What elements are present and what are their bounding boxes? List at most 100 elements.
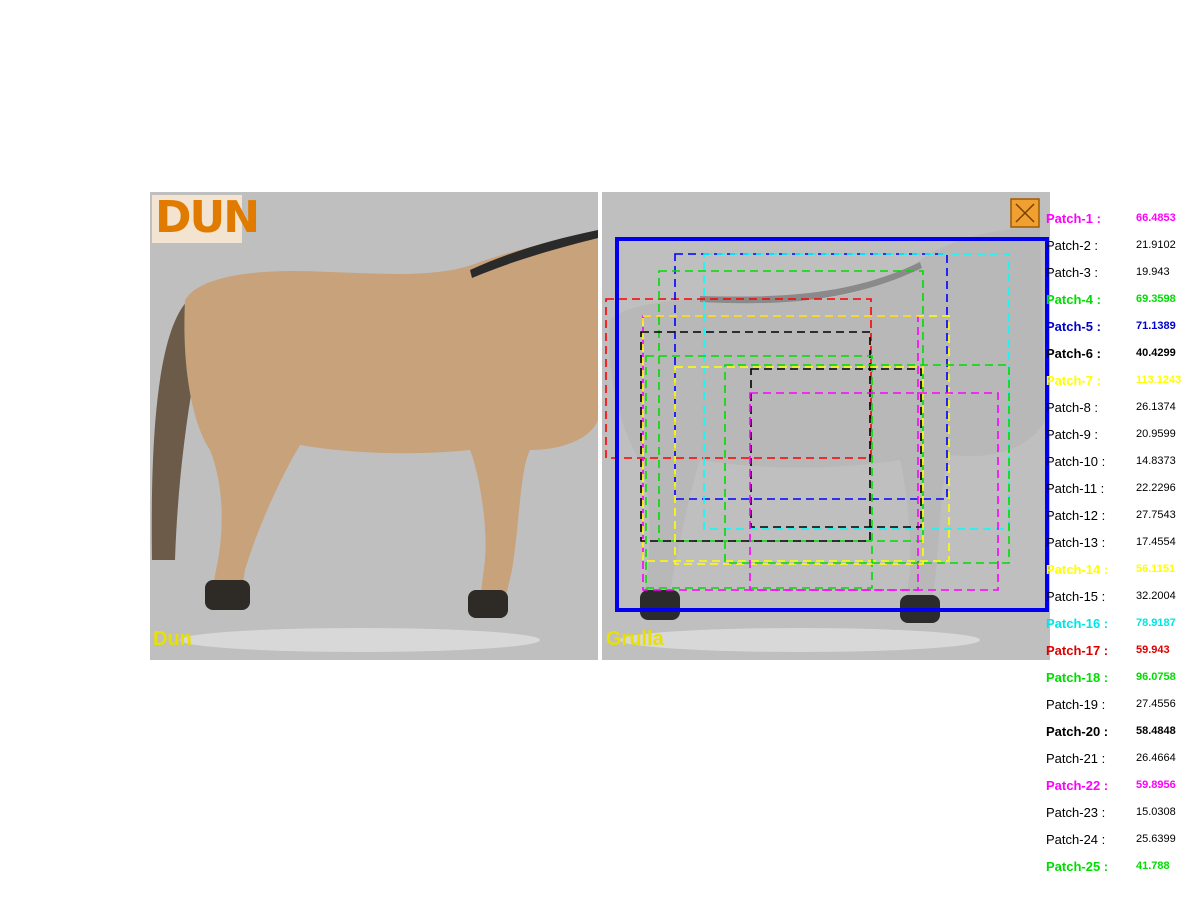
legend-row: Patch-7 : 113.1243 [1046, 373, 1196, 393]
legend-row: Patch-19 : 27.4556 [1046, 697, 1196, 717]
dun-panel [150, 192, 599, 660]
patch-score: 41.788 [1136, 860, 1170, 872]
legend-row: Patch-21 : 26.4664 [1046, 751, 1196, 771]
patch-label: Patch-2 : [1046, 238, 1099, 253]
legend-row: Patch-12 : 27.7543 [1046, 508, 1196, 528]
patch-label: Patch-21 : [1046, 751, 1106, 766]
patch-score: 40.4299 [1136, 347, 1176, 359]
legend-row: Patch-25 : 41.788 [1046, 859, 1196, 879]
legend-row: Patch-15 : 32.2004 [1046, 589, 1196, 609]
patch-score: 27.4556 [1136, 698, 1176, 710]
legend-row: Patch-6 : 40.4299 [1046, 346, 1196, 366]
legend-row: Patch-24 : 25.6399 [1046, 832, 1196, 852]
dun-mane [470, 230, 598, 278]
patch-score: 78.9187 [1136, 617, 1176, 629]
patch-score: 14.8373 [1136, 455, 1176, 467]
patch-label: Patch-12 : [1046, 508, 1106, 523]
grulla-reflection [620, 628, 980, 652]
patch-label: Patch-4 : [1046, 292, 1101, 307]
legend-row: Patch-23 : 15.0308 [1046, 805, 1196, 825]
patch-label: Patch-22 : [1046, 778, 1109, 793]
patch-score: 20.9599 [1136, 428, 1176, 440]
main-bounding-box [615, 237, 1049, 612]
patch-score: 32.2004 [1136, 590, 1176, 602]
patch-score: 56.1151 [1136, 563, 1176, 575]
patch-label: Patch-13 : [1046, 535, 1106, 550]
patch-label: Patch-9 : [1046, 427, 1099, 442]
legend-row: Patch-8 : 26.1374 [1046, 400, 1196, 420]
grulla-dorsal-stripe [700, 262, 922, 304]
dun-badge-bg [152, 195, 242, 243]
patch-label: Patch-8 : [1046, 400, 1099, 415]
patch-label: Patch-17 : [1046, 643, 1109, 658]
patch-label: Patch-18 : [1046, 670, 1109, 685]
dun-hoof-rear [205, 580, 250, 610]
patch-score: 26.4664 [1136, 752, 1176, 764]
patch-box-green-1 [658, 270, 924, 542]
legend-row: Patch-20 : 58.4848 [1046, 724, 1196, 744]
legend-row: Patch-14 : 56.1151 [1046, 562, 1196, 582]
dun-reflection [180, 628, 540, 652]
patch-box-green-3 [724, 364, 1010, 564]
patch-box-magenta-2 [749, 392, 999, 591]
patch-score: 66.4853 [1136, 212, 1176, 224]
patch-score: 26.1374 [1136, 401, 1176, 413]
patch-boxes [605, 253, 1010, 591]
patch-label: Patch-11 : [1046, 481, 1105, 496]
legend-row: Patch-10 : 14.8373 [1046, 454, 1196, 474]
legend-row: Patch-5 : 71.1389 [1046, 319, 1196, 339]
patch-box-yellow-2 [674, 366, 924, 565]
patch-score: 19.943 [1136, 266, 1170, 278]
patch-label: Patch-6 : [1046, 346, 1101, 361]
patch-label: Patch-14 : [1046, 562, 1109, 577]
legend-row: Patch-17 : 59.943 [1046, 643, 1196, 663]
patch-label: Patch-10 : [1046, 454, 1106, 469]
patch-score: 15.0308 [1136, 806, 1176, 818]
patch-box-red [605, 298, 872, 459]
dun-hoof-front [468, 590, 508, 618]
patch-label: Patch-24 : [1046, 832, 1106, 847]
close-x-icon-graphic [1010, 198, 1040, 228]
patch-label: Patch-7 : [1046, 373, 1101, 388]
legend-row: Patch-4 : 69.3598 [1046, 292, 1196, 312]
close-x-icon[interactable] [1010, 198, 1040, 228]
patch-box-black-2 [750, 368, 922, 528]
patch-score: 59.8956 [1136, 779, 1176, 791]
grulla-hoof-rear [640, 590, 680, 620]
patch-score: 25.6399 [1136, 833, 1176, 845]
patch-score: 69.3598 [1136, 293, 1176, 305]
legend-row: Patch-3 : 19.943 [1046, 265, 1196, 285]
patch-score: 71.1389 [1136, 320, 1176, 332]
patch-score: 58.4848 [1136, 725, 1176, 737]
legend-row: Patch-16 : 78.9187 [1046, 616, 1196, 636]
patch-score: 22.2296 [1136, 482, 1176, 494]
patch-score: 113.1243 [1136, 374, 1182, 386]
patch-label: Patch-25 : [1046, 859, 1109, 874]
grulla-caption: Grulla [606, 628, 664, 650]
dun-body [184, 232, 599, 600]
patch-score: 96.0758 [1136, 671, 1176, 683]
patch-label: Patch-20 : [1046, 724, 1109, 739]
dun-caption: Dun [153, 628, 192, 650]
panel-divider [598, 192, 602, 660]
patch-label: Patch-15 : [1046, 589, 1106, 604]
grulla-body [609, 228, 1045, 610]
patch-label: Patch-16 : [1046, 616, 1109, 631]
patch-box-green-2 [645, 355, 873, 589]
grulla-panel [602, 192, 1050, 660]
legend-row: Patch-2 : 21.9102 [1046, 238, 1196, 258]
legend-row: Patch-1 : 66.4853 [1046, 211, 1196, 231]
legend-row: Patch-9 : 20.9599 [1046, 427, 1196, 447]
patch-label: Patch-5 : [1046, 319, 1101, 334]
legend-row: Patch-18 : 96.0758 [1046, 670, 1196, 690]
patch-label: Patch-1 : [1046, 211, 1101, 226]
patch-score: 17.4554 [1136, 536, 1176, 548]
legend-row: Patch-11 : 22.2296 [1046, 481, 1196, 501]
legend-row: Patch-13 : 17.4554 [1046, 535, 1196, 555]
patch-box-black-1 [640, 331, 871, 542]
patch-box-cyan [703, 253, 1010, 530]
patch-label: Patch-3 : [1046, 265, 1099, 280]
patch-label: Patch-19 : [1046, 697, 1106, 712]
